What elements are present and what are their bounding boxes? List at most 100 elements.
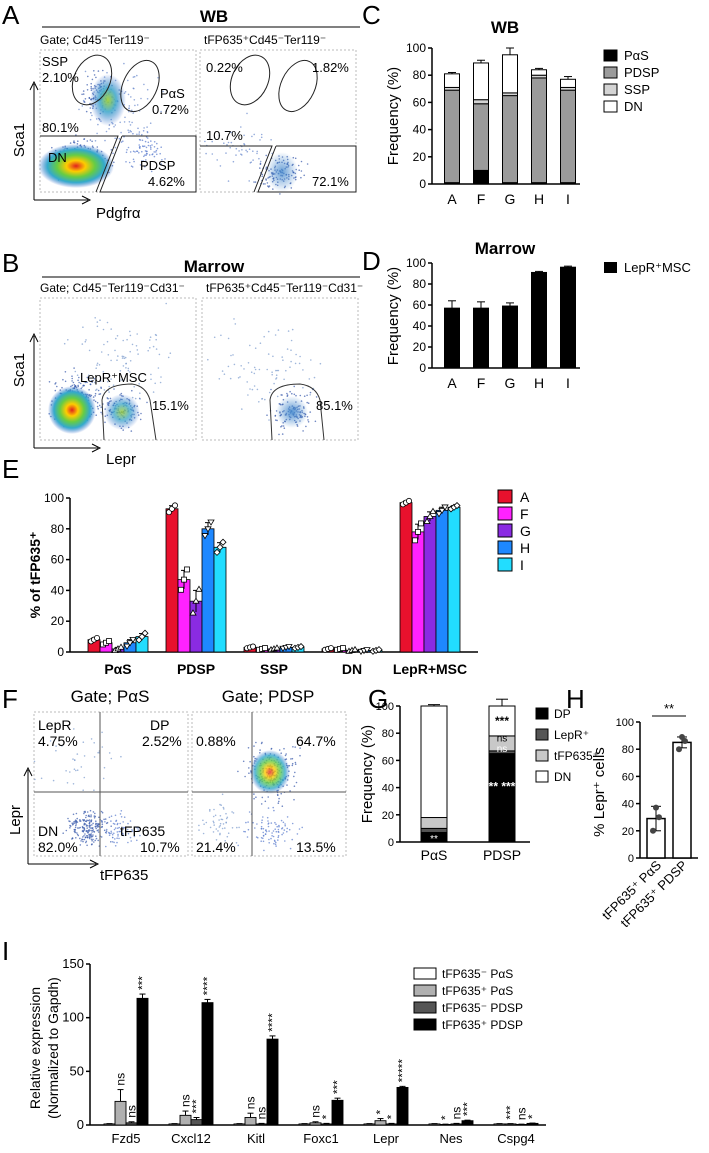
event-dot <box>105 828 108 831</box>
event-dot <box>84 836 87 839</box>
event-dot <box>87 75 89 78</box>
event-dot <box>85 814 87 817</box>
y-tick-label: 60 <box>382 755 394 767</box>
event-dot <box>247 821 249 823</box>
event-dot <box>85 339 87 341</box>
event-dot <box>135 378 137 381</box>
lepr-msc-label: LepR⁺MSC <box>80 370 147 385</box>
bar-tFP635⁺ PDSP <box>201 1002 214 1126</box>
event-dot <box>237 844 239 847</box>
sig-annotation: ** *** <box>489 779 516 793</box>
event-dot <box>280 792 283 795</box>
event-dot <box>128 121 131 123</box>
event-dot <box>226 144 228 146</box>
event-dot <box>126 149 128 151</box>
event-dot <box>106 821 109 824</box>
event-dot <box>79 837 81 840</box>
event-dot <box>106 321 109 324</box>
event-dot <box>156 147 159 150</box>
sig-annotation: *** <box>495 714 509 728</box>
event-dot <box>272 835 275 838</box>
event-dot <box>67 339 69 341</box>
event-dot <box>116 359 118 362</box>
event-dot <box>277 836 280 839</box>
data-point <box>327 645 334 652</box>
event-dot <box>133 835 136 838</box>
bar-lepr-msc <box>560 266 576 369</box>
event-dot <box>227 365 230 368</box>
event-dot <box>253 745 255 747</box>
event-dot <box>93 817 96 819</box>
event-dot <box>267 807 270 809</box>
event-dot <box>136 104 139 106</box>
legend-label: G <box>520 523 531 539</box>
event-dot <box>108 752 111 754</box>
event-dot <box>85 830 88 833</box>
f-tfp-pct: 10.7% <box>140 839 180 855</box>
event-dot <box>73 759 76 761</box>
event-dot <box>165 302 167 305</box>
event-dot <box>263 849 265 852</box>
event-dot <box>88 349 91 352</box>
event-dot <box>86 827 88 829</box>
event-dot <box>79 819 81 821</box>
event-dot <box>33 760 36 763</box>
y-tick-label: 80 <box>413 277 427 291</box>
event-dot <box>244 830 246 833</box>
chart-c: WB 0 20 40 60 80 100 Frequency (%) A F G H I PαS PDSP S… <box>385 18 659 207</box>
panel-letter-g: G <box>368 684 388 714</box>
event-dot <box>153 155 156 158</box>
event-dot <box>127 832 130 835</box>
event-dot <box>306 163 309 165</box>
event-dot <box>277 802 280 804</box>
event-dot <box>268 419 270 421</box>
event-dot <box>226 835 229 838</box>
event-dot <box>52 779 55 782</box>
event-dot <box>126 828 129 831</box>
event-dot <box>262 837 264 840</box>
sig-annotation: ns <box>125 1105 139 1118</box>
event-dot <box>259 342 262 345</box>
event-dot <box>219 824 221 827</box>
bar <box>672 741 692 859</box>
data-point <box>129 636 137 644</box>
panel-f: Gate; PαS Gate; PDSP LepR 4.75% DP 2.52%… <box>7 687 347 884</box>
event-dot <box>256 150 259 153</box>
event-dot <box>293 785 296 787</box>
event-dot <box>260 837 263 839</box>
event-dot <box>97 751 99 754</box>
event-dot <box>108 834 111 836</box>
event-dot <box>73 728 75 730</box>
y-tick-label: 0 <box>419 177 426 191</box>
event-dot <box>54 389 57 392</box>
event-dot <box>138 152 140 154</box>
event-dot <box>95 823 97 826</box>
event-dot <box>132 112 134 114</box>
y-tick-label: 100 <box>406 41 426 55</box>
event-dot <box>91 843 93 845</box>
event-dot <box>72 823 74 825</box>
event-dot <box>129 360 132 362</box>
event-dot <box>275 419 277 421</box>
event-dot <box>147 349 149 352</box>
event-dot <box>97 823 100 825</box>
bar-H <box>435 509 449 653</box>
event-dot <box>131 829 133 831</box>
event-dot <box>123 62 125 65</box>
event-dot <box>91 827 94 829</box>
sig-annotation: *** <box>136 976 150 990</box>
bar-H <box>201 528 215 653</box>
event-dot <box>90 82 92 85</box>
event-dot <box>78 827 80 829</box>
event-dot <box>96 405 99 408</box>
event-dot <box>91 381 93 383</box>
event-dot <box>100 836 103 838</box>
event-dot <box>93 815 96 817</box>
bar-tFP635⁻ PDSP <box>190 1119 203 1126</box>
event-dot <box>84 823 86 825</box>
event-dot <box>102 370 105 373</box>
event-dot <box>243 830 245 833</box>
event-dot <box>256 388 259 391</box>
event-dot <box>290 349 292 352</box>
event-dot <box>155 338 157 341</box>
